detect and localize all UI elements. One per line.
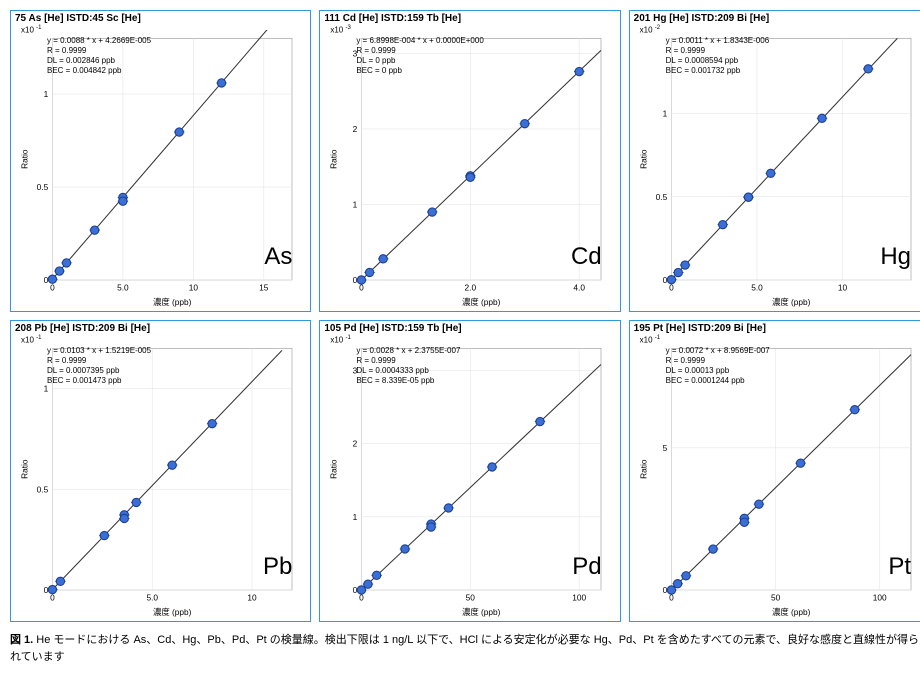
svg-text:5: 5 <box>662 443 667 453</box>
svg-text:濃度 (ppb): 濃度 (ppb) <box>772 297 811 307</box>
svg-text:Ratio: Ratio <box>19 459 29 479</box>
svg-text:濃度 (ppb): 濃度 (ppb) <box>772 607 811 617</box>
chart-title: 105 Pd [He] ISTD:159 Tb [He] <box>320 321 619 336</box>
element-symbol: Pb <box>263 553 292 581</box>
svg-text:10: 10 <box>189 282 199 292</box>
chart-title: 75 As [He] ISTD:45 Sc [He] <box>11 11 310 26</box>
svg-text:濃度 (ppb): 濃度 (ppb) <box>462 297 501 307</box>
calibration-chart-hg: 201 Hg [He] ISTD:209 Bi [He]x10 -2y = 0.… <box>629 10 920 312</box>
chart-stats: x10 -2y = 0.0011 * x + 1.8343E-006R = 0.… <box>636 25 773 76</box>
chart-stats: x10 -1y = 0.0072 * x + 8.9569E-007R = 0.… <box>636 335 774 386</box>
svg-text:100: 100 <box>573 592 587 602</box>
svg-text:0.5: 0.5 <box>37 484 49 494</box>
figure-caption: 図 1. He モードにおける As、Cd、Hg、Pb、Pd、Pt の検量線。検… <box>10 632 920 665</box>
svg-text:Ratio: Ratio <box>638 149 648 169</box>
svg-text:濃度 (ppb): 濃度 (ppb) <box>153 607 192 617</box>
svg-text:50: 50 <box>466 592 476 602</box>
chart-title: 201 Hg [He] ISTD:209 Bi [He] <box>630 11 920 26</box>
element-symbol: Pt <box>888 553 911 581</box>
svg-text:Ratio: Ratio <box>638 459 648 479</box>
svg-text:Ratio: Ratio <box>329 459 339 479</box>
element-symbol: As <box>264 243 292 271</box>
chart-title: 111 Cd [He] ISTD:159 Tb [He] <box>320 11 619 26</box>
svg-text:2.0: 2.0 <box>465 282 477 292</box>
svg-text:10: 10 <box>247 592 257 602</box>
element-symbol: Hg <box>880 243 911 271</box>
chart-stats: x10 -1y = 0.0028 * x + 2.3755E-007R = 0.… <box>326 335 464 386</box>
svg-text:100: 100 <box>872 592 886 602</box>
svg-text:50: 50 <box>771 592 781 602</box>
calibration-chart-cd: 111 Cd [He] ISTD:159 Tb [He]x10 -3y = 6.… <box>319 10 620 312</box>
svg-text:Ratio: Ratio <box>329 149 339 169</box>
caption-text: He モードにおける As、Cd、Hg、Pb、Pd、Pt の検量線。検出下限は … <box>10 634 919 663</box>
chart-title: 195 Pt [He] ISTD:209 Bi [He] <box>630 321 920 336</box>
svg-text:5.0: 5.0 <box>146 592 158 602</box>
svg-text:15: 15 <box>259 282 269 292</box>
svg-text:1: 1 <box>353 512 358 522</box>
svg-text:2: 2 <box>353 124 358 134</box>
svg-text:1: 1 <box>662 108 667 118</box>
svg-text:4.0: 4.0 <box>574 282 586 292</box>
svg-text:5.0: 5.0 <box>751 282 763 292</box>
chart-title: 208 Pb [He] ISTD:209 Bi [He] <box>11 321 310 336</box>
svg-text:濃度 (ppb): 濃度 (ppb) <box>462 607 501 617</box>
calibration-chart-pt: 195 Pt [He] ISTD:209 Bi [He]x10 -1y = 0.… <box>629 320 920 622</box>
chart-stats: x10 -3y = 6.8998E-004 * x + 0.0000E+000R… <box>326 25 487 76</box>
calibration-chart-pb: 208 Pb [He] ISTD:209 Bi [He]x10 -1y = 0.… <box>10 320 311 622</box>
svg-text:2: 2 <box>353 439 358 449</box>
calibration-chart-as: 75 As [He] ISTD:45 Sc [He]x10 -1y = 0.00… <box>10 10 311 312</box>
element-symbol: Pd <box>572 553 601 581</box>
svg-text:1: 1 <box>44 89 49 99</box>
calibration-chart-pd: 105 Pd [He] ISTD:159 Tb [He]x10 -1y = 0.… <box>319 320 620 622</box>
svg-text:濃度 (ppb): 濃度 (ppb) <box>153 297 192 307</box>
chart-stats: x10 -1y = 0.0088 * x + 4.2669E-005R = 0.… <box>17 25 155 76</box>
svg-text:5.0: 5.0 <box>117 282 129 292</box>
svg-text:0.5: 0.5 <box>655 192 667 202</box>
element-symbol: Cd <box>571 243 602 271</box>
caption-label: 図 1. <box>10 634 33 646</box>
svg-text:0.5: 0.5 <box>37 182 49 192</box>
svg-text:Ratio: Ratio <box>19 149 29 169</box>
svg-text:10: 10 <box>838 282 848 292</box>
chart-stats: x10 -1y = 0.0103 * x + 1.5219E-005R = 0.… <box>17 335 155 386</box>
svg-text:1: 1 <box>353 200 358 210</box>
